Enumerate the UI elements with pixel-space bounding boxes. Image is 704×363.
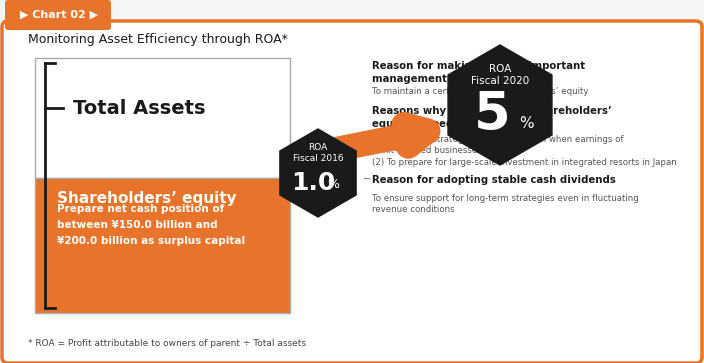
FancyBboxPatch shape [35, 178, 290, 313]
Text: (1) To sustain strategic investment even when earnings of
    hit-focused busine: (1) To sustain strategic investment even… [372, 135, 677, 167]
Text: Monitoring Asset Efficiency through ROA*: Monitoring Asset Efficiency through ROA* [28, 33, 288, 46]
FancyBboxPatch shape [2, 21, 702, 363]
Polygon shape [280, 129, 356, 217]
Text: Reasons why an increase in shareholders’
equity is needed: Reasons why an increase in shareholders’… [372, 106, 612, 129]
Polygon shape [448, 45, 552, 165]
FancyArrowPatch shape [331, 125, 428, 150]
Text: 1.0: 1.0 [291, 171, 335, 195]
Text: To maintain a certain level of shareholders’ equity: To maintain a certain level of sharehold… [372, 87, 589, 96]
Text: * ROA = Profit attributable to owners of parent ÷ Total assets: * ROA = Profit attributable to owners of… [28, 339, 306, 347]
Text: %: % [519, 115, 534, 131]
Text: ROA
Fiscal 2016: ROA Fiscal 2016 [293, 143, 344, 163]
Text: Prepare net cash position of
between ¥150.0 billion and
¥200.0 billion as surplu: Prepare net cash position of between ¥15… [57, 204, 245, 246]
Text: ROA
Fiscal 2020: ROA Fiscal 2020 [471, 64, 529, 86]
Text: Shareholders’ equity: Shareholders’ equity [57, 191, 237, 205]
FancyBboxPatch shape [35, 58, 290, 178]
Text: To ensure support for long-term strategies even in fluctuating
revenue condition: To ensure support for long-term strategi… [372, 194, 639, 215]
Text: 5: 5 [474, 89, 510, 141]
Text: Reason for making ROA an important
management benchmark: Reason for making ROA an important manag… [372, 61, 585, 84]
Text: Reason for adopting stable cash dividends: Reason for adopting stable cash dividend… [372, 175, 616, 185]
Text: ▶ Chart 02 ▶: ▶ Chart 02 ▶ [16, 10, 98, 20]
Text: Total Assets: Total Assets [73, 98, 206, 118]
Text: %: % [327, 179, 339, 192]
FancyBboxPatch shape [5, 0, 111, 30]
